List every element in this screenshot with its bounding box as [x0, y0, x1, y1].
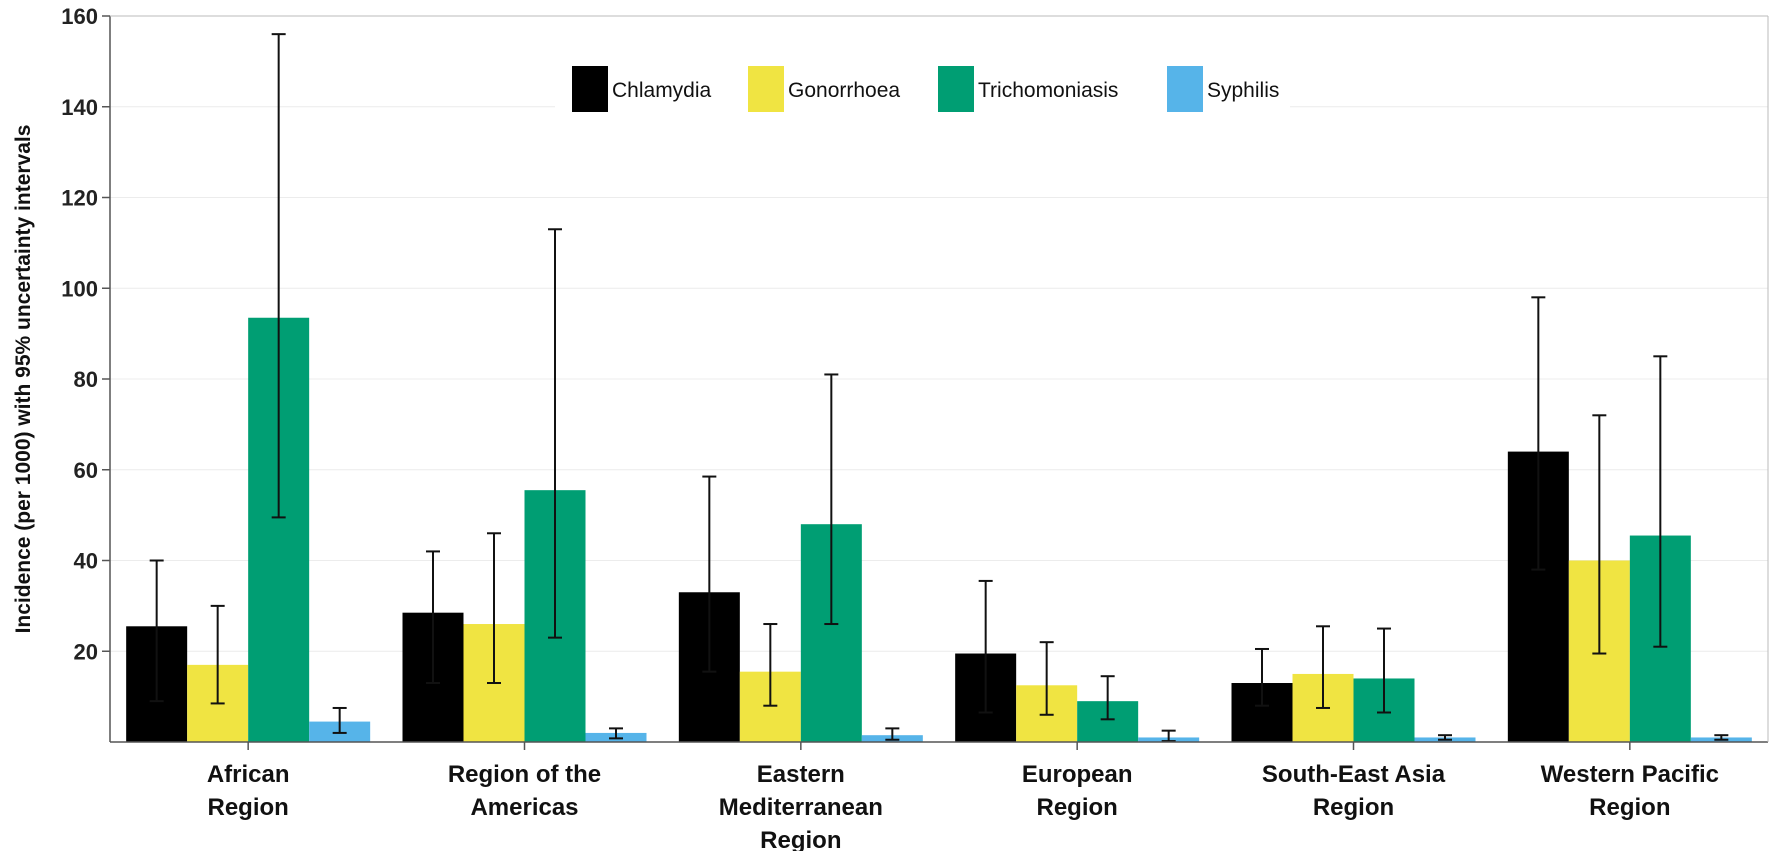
y-tick-label: 140 [61, 95, 98, 120]
x-category-label: Region [208, 794, 289, 821]
legend-swatch-trichomoniasis [938, 66, 974, 112]
legend: Chlamydia Gonorrhoea Trichomoniasis Syphili… [555, 52, 1290, 116]
x-category-label: African [207, 761, 290, 788]
y-tick-label: 120 [61, 186, 98, 211]
x-category-label: South-East Asia [1262, 761, 1446, 788]
x-category-label: European [1022, 761, 1133, 788]
y-tick-label: 40 [74, 549, 98, 574]
y-tick-label: 60 [74, 458, 98, 483]
x-category-label: Region [1589, 794, 1670, 821]
x-axis-categories: African Region Region of the Americas Easter… [207, 742, 1719, 851]
x-category-label: Region of the [448, 761, 601, 788]
y-tick-label: 160 [61, 4, 98, 29]
legend-label-syphilis: Syphilis [1207, 79, 1279, 102]
legend-label-chlamydia: Chlamydia [612, 79, 712, 102]
error-bars [149, 33, 1729, 743]
y-tick-label: 20 [74, 639, 98, 664]
y-axis-label: Incidence (per 1000) with 95% uncertaint… [12, 125, 35, 634]
y-axis-ticks: 20 40 60 80 100 120 140 160 [61, 4, 110, 664]
y-tick-label: 80 [74, 367, 98, 392]
legend-swatch-gonorrhoea [748, 66, 784, 112]
x-category-label: Americas [470, 794, 578, 821]
x-category-label: Region [1037, 794, 1118, 821]
legend-swatch-syphilis [1167, 66, 1203, 112]
legend-label-trichomoniasis: Trichomoniasis [978, 79, 1118, 102]
x-category-label: Mediterranean [719, 794, 883, 821]
x-category-label: Western Pacific [1541, 761, 1719, 788]
y-tick-label: 100 [61, 276, 98, 301]
x-category-label: Region [1313, 794, 1394, 821]
legend-swatch-chlamydia [572, 66, 608, 112]
x-category-label: Region [760, 827, 841, 851]
x-category-label: Eastern [757, 761, 845, 788]
legend-label-gonorrhoea: Gonorrhoea [788, 79, 900, 102]
